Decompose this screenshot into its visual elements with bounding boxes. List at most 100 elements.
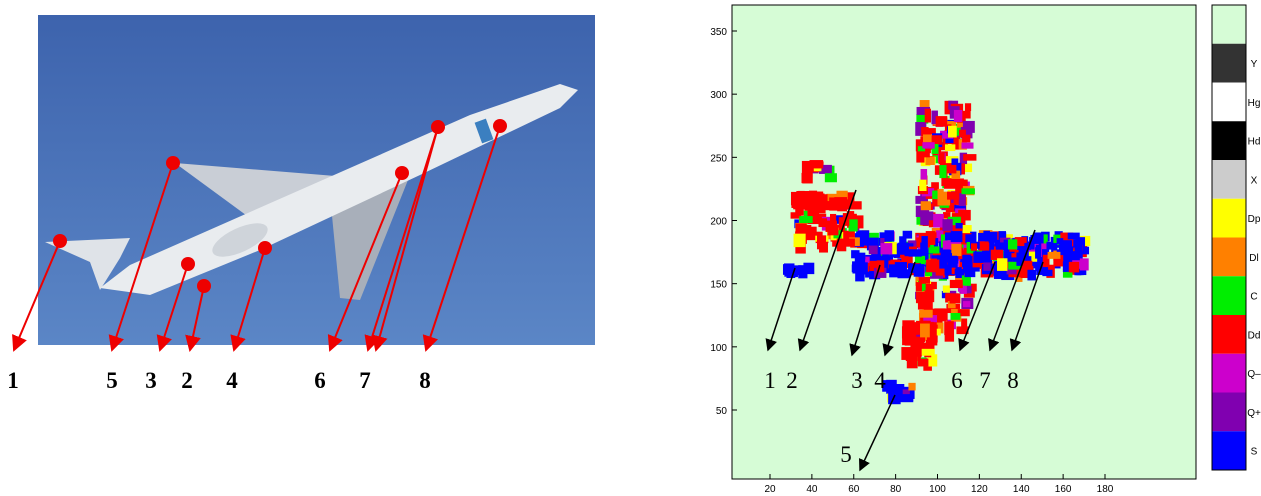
x-tick-label: 40 — [806, 484, 818, 495]
x-tick-label: 180 — [1097, 484, 1114, 495]
point-label: 8 — [1007, 368, 1019, 393]
map-cell — [1022, 261, 1032, 271]
map-cell — [902, 334, 910, 345]
map-cell — [825, 173, 837, 182]
map-cell — [849, 219, 858, 231]
map-cell — [919, 277, 930, 284]
y-tick-label: 100 — [710, 343, 727, 354]
map-cell — [926, 260, 939, 273]
map-cell — [900, 394, 914, 402]
map-cell — [898, 243, 909, 255]
marker-dot — [166, 156, 180, 170]
point-label: 5 — [106, 368, 118, 393]
marker-dot — [395, 166, 409, 180]
point-label: 7 — [359, 368, 371, 393]
map-cell — [922, 142, 934, 148]
map-cell — [936, 116, 948, 127]
map-cell — [925, 157, 934, 165]
map-cell — [908, 383, 915, 391]
map-cell — [1027, 270, 1036, 281]
y-tick-label: 50 — [716, 406, 728, 417]
map-cell — [924, 300, 933, 311]
map-cell — [804, 202, 812, 210]
map-cell — [925, 109, 931, 123]
map-cell — [902, 320, 914, 331]
colorbar-label: Hd — [1248, 137, 1261, 148]
figure: 15324678 12346785 2040608010012014016018… — [0, 0, 1261, 496]
colorbar-label: Y — [1251, 59, 1258, 70]
y-tick-label: 350 — [710, 27, 727, 38]
map-cell — [888, 392, 901, 404]
map-cell — [869, 246, 878, 255]
map-cell — [959, 130, 966, 138]
colorbar-segment — [1212, 238, 1246, 277]
map-cell — [796, 224, 807, 234]
map-cell — [918, 359, 928, 367]
map-cell — [794, 234, 806, 247]
map-cell — [982, 251, 992, 263]
point-label: 2 — [786, 368, 798, 393]
marker-dot — [197, 279, 211, 293]
map-cell — [933, 214, 944, 228]
map-cell — [919, 180, 926, 191]
map-cell — [1046, 242, 1053, 250]
colorbar-segment — [1212, 315, 1246, 354]
map-cell — [804, 171, 812, 177]
map-cell — [938, 189, 944, 203]
map-cell — [920, 324, 930, 338]
x-tick-label: 60 — [848, 484, 860, 495]
colorbar-segment — [1212, 199, 1246, 238]
colorbar-segment — [1212, 354, 1246, 393]
map-cell — [997, 258, 1007, 271]
marker-dot — [431, 120, 445, 134]
map-cell — [965, 103, 971, 111]
map-cell — [951, 244, 961, 256]
map-cell — [856, 262, 868, 274]
x-tick-label: 20 — [764, 484, 776, 495]
colorbar-segment — [1212, 44, 1246, 83]
map-cell — [1048, 252, 1061, 259]
map-cell — [961, 188, 974, 194]
map-cell — [945, 232, 954, 240]
y-tick-label: 200 — [710, 217, 727, 228]
map-cell — [959, 194, 966, 206]
map-cell — [950, 280, 963, 288]
map-cell — [951, 313, 961, 320]
point-label: 6 — [314, 368, 326, 393]
marker-dot — [258, 241, 272, 255]
map-cell — [820, 201, 831, 209]
point-label: 4 — [226, 368, 238, 393]
colorbar-label: Dl — [1249, 253, 1258, 264]
colorbar-label: Hg — [1248, 98, 1261, 109]
map-cell — [961, 142, 973, 148]
map-cell — [901, 347, 914, 360]
point-label: 1 — [764, 368, 776, 393]
point-label: 7 — [979, 368, 991, 393]
colorbar-segment — [1212, 276, 1246, 315]
map-cell — [944, 321, 954, 335]
y-tick-label: 250 — [710, 153, 727, 164]
colorbar-segment — [1212, 393, 1246, 432]
map-cell — [880, 243, 892, 254]
map-cell — [961, 318, 967, 327]
map-cell — [963, 154, 976, 161]
map-cell — [936, 309, 948, 321]
x-tick-label: 100 — [929, 484, 946, 495]
colorbar-segment — [1212, 121, 1246, 160]
map-cell — [921, 201, 931, 210]
map-cell — [923, 134, 932, 142]
map-cell — [783, 264, 789, 275]
point-label: 8 — [419, 368, 431, 393]
map-cell — [1069, 262, 1079, 273]
colorbar-label: Q+ — [1247, 408, 1261, 419]
map-cell — [828, 226, 838, 235]
map-cell — [951, 158, 958, 164]
x-tick-label: 120 — [971, 484, 988, 495]
map-cell — [791, 195, 803, 208]
plot: 12346785 2040608010012014016018050100150… — [710, 5, 1196, 495]
map-cell — [983, 261, 990, 270]
point-label: 3 — [145, 368, 157, 393]
map-cell — [979, 241, 989, 250]
map-cell — [813, 191, 820, 202]
map-cell — [889, 266, 901, 277]
